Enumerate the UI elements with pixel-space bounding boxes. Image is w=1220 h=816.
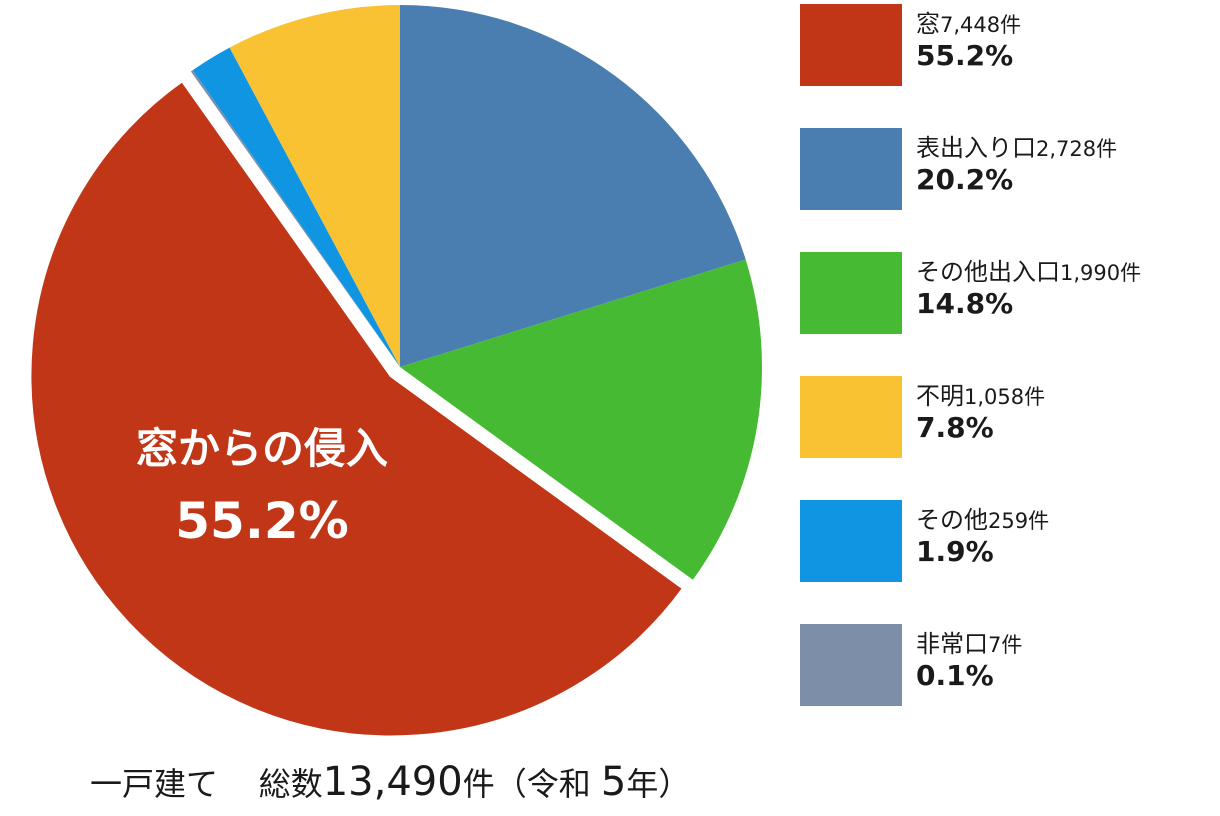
legend-label: その他 — [916, 506, 988, 534]
legend-swatch — [800, 252, 902, 334]
legend-percent: 14.8% — [916, 287, 1014, 320]
legend-count: 7,448件 — [940, 13, 1022, 37]
caption-year: 5 — [600, 759, 627, 805]
caption-prefix: 一戸建て — [90, 765, 219, 803]
pie-slice — [400, 259, 762, 580]
legend-percent: 20.2% — [916, 163, 1014, 196]
legend-swatch — [800, 500, 902, 582]
caption-total-value: 13,490 — [322, 759, 463, 805]
legend-item-front-entrance: 表出入り口2,728件 20.2% — [800, 128, 1210, 212]
pie-chart: 窓からの侵入 55.2% — [27, 5, 762, 740]
legend-item-unknown: 不明1,058件 7.8% — [800, 376, 1210, 460]
pie-slice — [27, 77, 688, 740]
legend-count: 1,058件 — [964, 385, 1046, 409]
pie-slice — [190, 70, 400, 367]
legend-swatch — [800, 128, 902, 210]
pie-slice — [400, 5, 746, 367]
legend-percent: 7.8% — [916, 411, 994, 444]
legend-percent: 55.2% — [916, 39, 1014, 72]
legend-swatch — [800, 4, 902, 86]
caption-suffix: 件（令和 — [462, 765, 591, 803]
legend-label: 不明 — [916, 382, 964, 410]
legend-count: 259件 — [988, 509, 1050, 533]
caption-total-label: 総数 — [258, 765, 323, 803]
legend-swatch — [800, 624, 902, 706]
legend-label: 表出入り口 — [916, 134, 1036, 162]
legend-item-other-entrance: その他出入口1,990件 14.8% — [800, 252, 1210, 336]
caption-end: 年） — [626, 765, 691, 803]
annotation-title: 窓からの侵入 — [136, 424, 388, 473]
legend-count: 2,728件 — [1036, 137, 1118, 161]
pie-slice — [192, 47, 400, 368]
legend-item-other: その他259件 1.9% — [800, 500, 1210, 584]
legend-swatch — [800, 376, 902, 458]
legend-percent: 0.1% — [916, 659, 994, 692]
chart-caption: 一戸建て 総数13,490件（令和 5年） — [90, 760, 690, 806]
legend-item-emergency-exit: 非常口7件 0.1% — [800, 624, 1210, 708]
legend-item-window: 窓7,448件 55.2% — [800, 4, 1210, 88]
legend-label: 窓 — [916, 10, 940, 38]
legend-percent: 1.9% — [916, 535, 994, 568]
legend-label: 非常口 — [916, 630, 988, 658]
pie-slice — [229, 5, 400, 367]
legend-count: 7件 — [988, 633, 1023, 657]
legend-label: その他出入口 — [916, 258, 1060, 286]
legend-count: 1,990件 — [1060, 261, 1142, 285]
annotation-value: 55.2% — [175, 492, 348, 550]
